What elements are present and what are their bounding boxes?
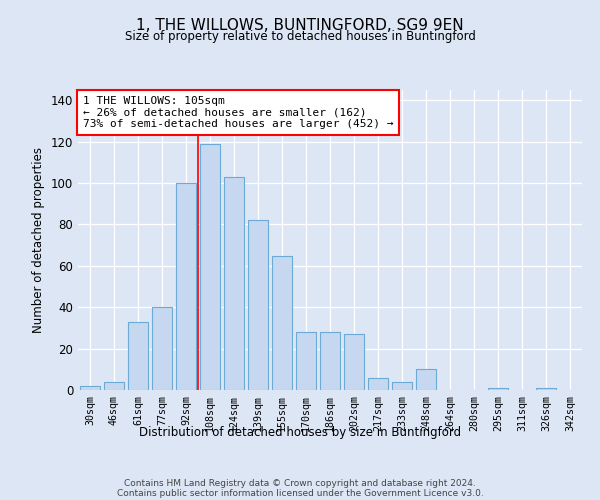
Text: 1, THE WILLOWS, BUNTINGFORD, SG9 9EN: 1, THE WILLOWS, BUNTINGFORD, SG9 9EN xyxy=(136,18,464,32)
Text: 1 THE WILLOWS: 105sqm
← 26% of detached houses are smaller (162)
73% of semi-det: 1 THE WILLOWS: 105sqm ← 26% of detached … xyxy=(83,96,394,129)
Bar xyxy=(128,322,148,390)
Bar xyxy=(392,382,412,390)
Bar xyxy=(224,177,244,390)
Bar xyxy=(368,378,388,390)
Bar xyxy=(104,382,124,390)
Bar xyxy=(344,334,364,390)
Bar xyxy=(296,332,316,390)
Text: Contains HM Land Registry data © Crown copyright and database right 2024.: Contains HM Land Registry data © Crown c… xyxy=(124,478,476,488)
Text: Size of property relative to detached houses in Buntingford: Size of property relative to detached ho… xyxy=(125,30,475,43)
Bar xyxy=(176,183,196,390)
Bar xyxy=(320,332,340,390)
Bar xyxy=(488,388,508,390)
Bar xyxy=(272,256,292,390)
Bar xyxy=(200,144,220,390)
Bar xyxy=(248,220,268,390)
Bar xyxy=(416,370,436,390)
Bar xyxy=(152,307,172,390)
Bar xyxy=(80,386,100,390)
Text: Contains public sector information licensed under the Government Licence v3.0.: Contains public sector information licen… xyxy=(116,488,484,498)
Y-axis label: Number of detached properties: Number of detached properties xyxy=(32,147,45,333)
Text: Distribution of detached houses by size in Buntingford: Distribution of detached houses by size … xyxy=(139,426,461,439)
Bar xyxy=(536,388,556,390)
